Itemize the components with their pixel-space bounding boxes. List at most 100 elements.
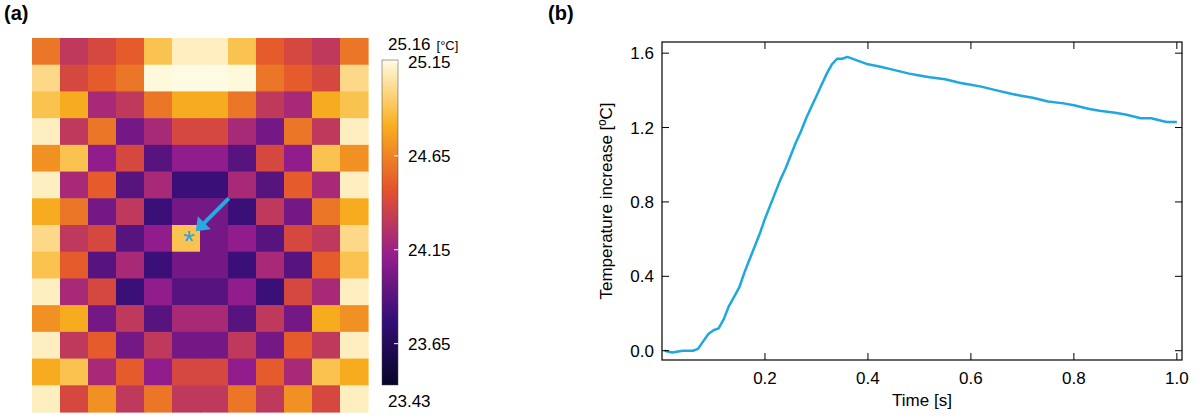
heatmap-cell <box>200 145 229 172</box>
heatmap-cells <box>32 38 369 413</box>
heatmap-cell <box>32 278 61 305</box>
heatmap-cell <box>88 225 117 252</box>
heatmap-cell <box>172 38 201 65</box>
heatmap-cell <box>256 385 285 412</box>
heatmap-cell <box>144 359 173 386</box>
heatmap-cell <box>340 65 369 92</box>
heatmap-cell <box>340 225 369 252</box>
heatmap-cell <box>32 65 61 92</box>
heatmap-cell <box>88 198 117 225</box>
heatmap-cell <box>340 38 369 65</box>
heatmap-cell <box>200 305 229 332</box>
heatmap-cell <box>172 118 201 145</box>
heatmap-cell <box>228 172 257 199</box>
heatmap-cell <box>284 91 313 118</box>
heatmap-cell <box>60 172 89 199</box>
heatmap-cell <box>284 172 313 199</box>
colorbar <box>382 60 398 385</box>
heatmap-cell <box>256 278 285 305</box>
heatmap-cell <box>144 305 173 332</box>
heatmap-cell <box>172 278 201 305</box>
heatmap-cell <box>116 118 145 145</box>
heatmap-cell <box>144 198 173 225</box>
heatmap-cell <box>284 118 313 145</box>
heatmap-cell <box>312 225 341 252</box>
heatmap-cell <box>116 65 145 92</box>
heatmap-cell <box>228 332 257 359</box>
heatmap-cell <box>340 278 369 305</box>
heatmap-cell <box>312 145 341 172</box>
heatmap-cell <box>312 252 341 279</box>
heatmap-cell <box>340 305 369 332</box>
heatmap-cell <box>172 332 201 359</box>
heatmap-cell <box>88 278 117 305</box>
x-tick-label: 0.6 <box>959 369 983 388</box>
x-tick-label: 0.4 <box>856 369 880 388</box>
y-tick-label: 1.2 <box>630 119 654 138</box>
heatmap-cell <box>172 145 201 172</box>
y-tick <box>662 276 669 277</box>
colorbar-tick-label: 23.65 <box>408 335 451 354</box>
heatmap-cell <box>284 305 313 332</box>
heatmap-cell <box>200 65 229 92</box>
heatmap-cell <box>312 332 341 359</box>
x-tick-top <box>867 42 868 49</box>
heatmap-cell <box>32 38 61 65</box>
heatmap-cell <box>88 359 117 386</box>
colorbar-max-label: 25.16 <box>388 35 431 54</box>
x-tick-top <box>764 42 765 49</box>
heatmap-cell <box>88 252 117 279</box>
heatmap-cell <box>88 332 117 359</box>
heatmap-cell <box>256 198 285 225</box>
heatmap-cell <box>228 91 257 118</box>
heatmap-cell <box>256 332 285 359</box>
heatmap-cell <box>144 385 173 412</box>
heatmap-cell <box>116 225 145 252</box>
heatmap-cell <box>172 91 201 118</box>
heatmap-cell <box>88 91 117 118</box>
x-axis-title: Time [s] <box>892 391 952 410</box>
heatmap-cell <box>284 65 313 92</box>
colorbar-tick-label: 25.15 <box>408 53 451 72</box>
heatmap-cell <box>88 118 117 145</box>
heatmap-cell <box>256 252 285 279</box>
heatmap-cell <box>32 198 61 225</box>
heatmap-cell <box>256 225 285 252</box>
panel-b: (b)0.20.40.60.81.00.00.40.81.21.6Time [s… <box>548 2 1189 410</box>
heatmap-cell <box>32 332 61 359</box>
heatmap-cell <box>32 385 61 412</box>
heatmap-cell <box>256 65 285 92</box>
heatmap-cell <box>116 172 145 199</box>
colorbar-tick-label: 24.65 <box>408 147 451 166</box>
heatmap-cell <box>340 359 369 386</box>
heatmap-cell <box>116 278 145 305</box>
heatmap-cell <box>284 278 313 305</box>
y-tick <box>662 201 669 202</box>
y-tick-right <box>1175 127 1182 128</box>
x-tick <box>867 353 868 360</box>
heatmap-cell <box>144 118 173 145</box>
heatmap-cell <box>60 252 89 279</box>
heatmap-cell <box>88 38 117 65</box>
heatmap-cell <box>228 38 257 65</box>
y-tick-label: 0.8 <box>630 193 654 212</box>
heatmap-cell <box>256 38 285 65</box>
heatmap-cell <box>60 91 89 118</box>
heatmap-cell <box>172 385 201 412</box>
heatmap-cell <box>144 278 173 305</box>
y-tick-label: 1.6 <box>630 44 654 63</box>
colorbar-tick <box>394 249 398 250</box>
heatmap-cell <box>172 172 201 199</box>
heatmap-cell <box>60 145 89 172</box>
heatmap-cell <box>256 118 285 145</box>
heatmap-cell <box>116 332 145 359</box>
heatmap-cell <box>32 91 61 118</box>
heatmap-cell <box>340 91 369 118</box>
heatmap-cell <box>200 198 229 225</box>
heatmap-cell <box>228 252 257 279</box>
heatmap-cell <box>32 225 61 252</box>
heatmap-cell <box>32 145 61 172</box>
heatmap-cell <box>340 252 369 279</box>
heatmap-cell <box>284 225 313 252</box>
colorbar-tick <box>394 343 398 344</box>
